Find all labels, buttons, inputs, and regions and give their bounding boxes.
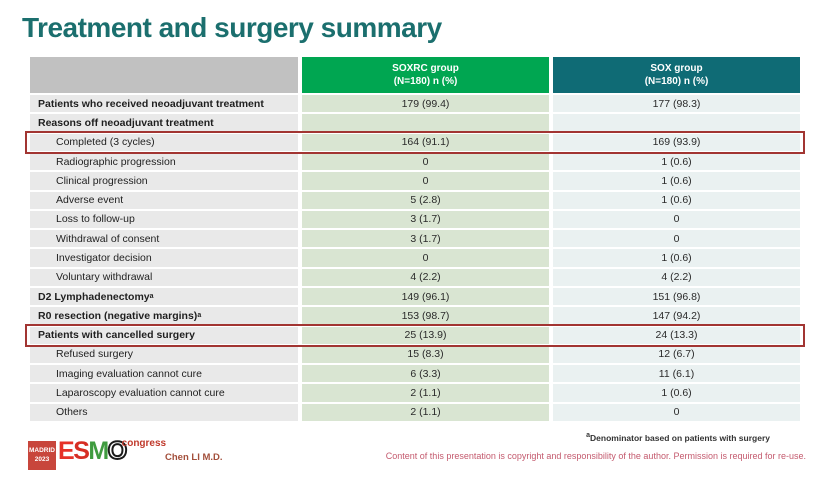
soxrc-value: 5 (2.8) (302, 191, 549, 209)
table-row: Clinical progression 0 1 (0.6) (30, 172, 800, 190)
row-label: Radiographic progression (30, 153, 298, 171)
footnote-marker: a (586, 432, 591, 439)
esmo-congress-logo: MADRID 2023 E S M O congress (28, 437, 167, 470)
sox-value: 1 (0.6) (553, 249, 800, 267)
row-label: Withdrawal of consent (30, 230, 298, 248)
row-label: Others (30, 403, 298, 421)
header-soxrc-group: SOXRC group (N=180) n (%) (302, 57, 549, 93)
header-sox-group: SOX group (N=180) n (%) (553, 57, 800, 93)
page-title: Treatment and surgery summary (22, 12, 442, 43)
sox-value: 0 (553, 403, 800, 421)
row-label: Adverse event (30, 191, 298, 209)
table-footnote: aDenominator based on patients with surg… (586, 432, 770, 443)
author-name: Chen LI M.D. (165, 452, 223, 463)
row-label: Completed (3 cycles) (30, 133, 298, 151)
esmo-wordmark: E S M O (58, 437, 128, 465)
table-header-row: SOXRC group (N=180) n (%) SOX group (N=1… (30, 57, 800, 93)
soxrc-value: 153 (98.7) (302, 307, 549, 325)
row-label: Loss to follow-up (30, 210, 298, 229)
sox-value: 4 (2.2) (553, 268, 800, 286)
summary-table: SOXRC group (N=180) n (%) SOX group (N=1… (25, 57, 805, 423)
table-row: Reasons off neoadjuvant treatment (30, 114, 800, 132)
soxrc-value: 6 (3.3) (302, 365, 549, 383)
soxrc-value: 3 (1.7) (302, 210, 549, 229)
sox-value: 177 (98.3) (553, 95, 800, 113)
soxrc-value: 149 (96.1) (302, 288, 549, 306)
soxrc-value: 164 (91.1) (302, 133, 549, 151)
table-row: Imaging evaluation cannot cure 6 (3.3) 1… (30, 365, 800, 383)
table-row-highlighted: Patients with cancelled surgery 25 (13.9… (25, 323, 805, 347)
table-row: Adverse event 5 (2.8) 1 (0.6) (30, 191, 800, 209)
table-row: Others 2 (1.1) 0 (30, 403, 800, 421)
table-row: Refused surgery 15 (8.3) 12 (6.7) (30, 345, 800, 364)
table-row: Loss to follow-up 3 (1.7) 0 (30, 210, 800, 229)
madrid-2023-badge: MADRID 2023 (28, 441, 56, 470)
sox-value: 147 (94.2) (553, 307, 800, 325)
sox-value: 11 (6.1) (553, 365, 800, 383)
footnote-marker: a (197, 312, 202, 320)
table-row: Voluntary withdrawal 4 (2.2) 4 (2.2) (30, 268, 800, 286)
row-label: Patients with cancelled surgery (30, 326, 298, 344)
copyright-notice: Content of this presentation is copyrigh… (385, 451, 806, 461)
sox-value: 0 (553, 230, 800, 248)
row-label: Patients who received neoadjuvant treatm… (30, 95, 298, 113)
table-body: Patients who received neoadjuvant treatm… (25, 95, 805, 421)
soxrc-value: 15 (8.3) (302, 345, 549, 364)
soxrc-value: 25 (13.9) (302, 326, 549, 344)
row-label: Refused surgery (30, 345, 298, 364)
soxrc-value (302, 114, 549, 132)
sox-value: 1 (0.6) (553, 153, 800, 171)
soxrc-header-label: SOXRC group (N=180) n (%) (392, 63, 459, 87)
row-label: D2 Lymphadenectomy a (30, 288, 298, 306)
soxrc-value: 2 (1.1) (302, 403, 549, 421)
header-empty-cell (30, 57, 298, 93)
sox-value: 151 (96.8) (553, 288, 800, 306)
table-row: Laparoscopy evaluation cannot cure 2 (1.… (30, 384, 800, 402)
sox-header-label: SOX group (N=180) n (%) (644, 63, 709, 87)
table-row: Withdrawal of consent 3 (1.7) 0 (30, 230, 800, 248)
sox-value: 1 (0.6) (553, 384, 800, 402)
soxrc-value: 2 (1.1) (302, 384, 549, 402)
soxrc-value: 0 (302, 153, 549, 171)
row-label: Imaging evaluation cannot cure (30, 365, 298, 383)
footnote-marker: a (149, 293, 154, 301)
table-row: R0 resection (negative margins) a 153 (98… (30, 307, 800, 325)
sox-value: 1 (0.6) (553, 172, 800, 190)
sox-value: 12 (6.7) (553, 345, 800, 364)
soxrc-value: 3 (1.7) (302, 230, 549, 248)
sox-value: 0 (553, 210, 800, 229)
sox-value: 24 (13.3) (553, 326, 800, 344)
table-row: Radiographic progression 0 1 (0.6) (30, 153, 800, 171)
row-label: R0 resection (negative margins) a (30, 307, 298, 325)
congress-label: congress (121, 438, 167, 449)
soxrc-value: 4 (2.2) (302, 268, 549, 286)
row-label: Clinical progression (30, 172, 298, 190)
soxrc-value: 0 (302, 249, 549, 267)
table-row: Investigator decision 0 1 (0.6) (30, 249, 800, 267)
table-row-highlighted: Completed (3 cycles) 164 (91.1) 169 (93.… (25, 130, 805, 155)
soxrc-value: 0 (302, 172, 549, 190)
sox-value (553, 114, 800, 132)
row-label: Reasons off neoadjuvant treatment (30, 114, 298, 132)
row-label: Laparoscopy evaluation cannot cure (30, 384, 298, 402)
table-row: D2 Lymphadenectomy a 149 (96.1) 151 (96.8… (30, 288, 800, 306)
soxrc-value: 179 (99.4) (302, 95, 549, 113)
sox-value: 1 (0.6) (553, 191, 800, 209)
row-label: Voluntary withdrawal (30, 268, 298, 286)
sox-value: 169 (93.9) (553, 133, 800, 151)
table-row: Patients who received neoadjuvant treatm… (30, 95, 800, 113)
row-label: Investigator decision (30, 249, 298, 267)
